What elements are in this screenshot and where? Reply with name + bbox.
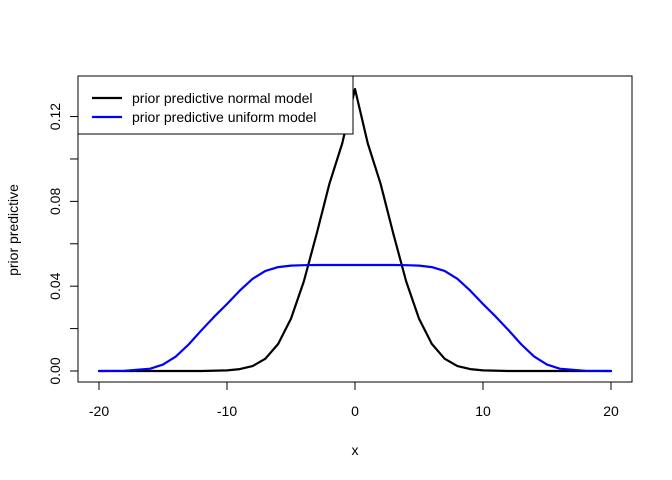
x-tick-label: -10	[217, 403, 237, 419]
legend: prior predictive normal model prior pred…	[77, 75, 354, 135]
x-tick-label: 0	[351, 403, 359, 419]
y-tick-label: 0.08	[47, 188, 63, 215]
series-line-1	[97, 263, 613, 373]
x-axis: -20 -10 0 10 20	[89, 381, 619, 419]
x-tick-label: 10	[475, 403, 491, 419]
y-tick-label: 0.04	[47, 272, 63, 299]
legend-label-normal: prior predictive normal model	[132, 90, 313, 106]
x-tick-label: 20	[603, 403, 619, 419]
y-axis: 0.00 0.04 0.08 0.12	[47, 103, 79, 385]
legend-label-uniform: prior predictive uniform model	[132, 109, 316, 125]
x-axis-label: x	[352, 442, 359, 458]
series-layer	[97, 87, 613, 373]
y-tick-label: 0.12	[47, 103, 63, 130]
series-line-0	[97, 87, 613, 373]
y-axis-label: prior predictive	[5, 184, 21, 276]
x-tick-label: -20	[89, 403, 109, 419]
legend-box	[77, 75, 354, 135]
y-tick-label: 0.00	[47, 357, 63, 384]
